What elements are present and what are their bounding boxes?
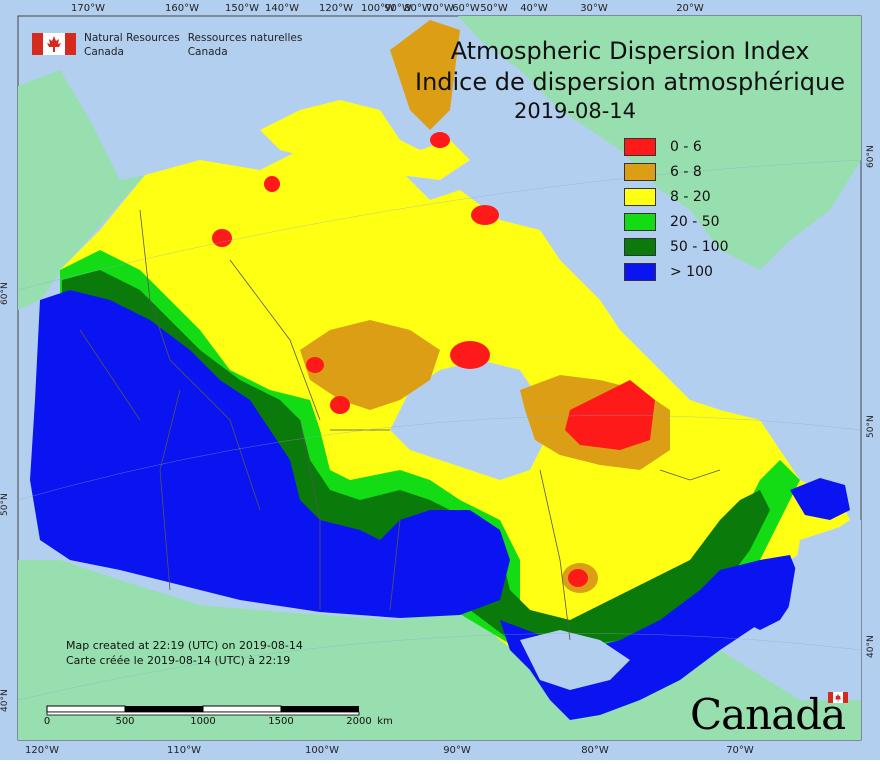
scale-bar-graphic <box>46 705 360 716</box>
legend-label: 6 - 8 <box>670 163 702 180</box>
region-arctic-islands <box>260 100 470 180</box>
right-tick-50: 50°N <box>866 415 876 438</box>
top-tick-40: 40°W <box>520 3 548 14</box>
top-tick-160: 160°W <box>165 3 199 14</box>
top-tick-170: 170°W <box>71 3 105 14</box>
legend-item: 0 - 6 <box>624 134 729 159</box>
scale-label-1500: 1500 <box>268 716 294 727</box>
scale-label-2000: 2000 <box>346 716 372 727</box>
region-red-ellesmere <box>430 132 450 148</box>
top-tick-70: 70°W <box>426 3 454 14</box>
canada-wordmark: Canada <box>690 690 846 739</box>
region-red-baffin2 <box>471 205 499 225</box>
hudson-bay <box>390 360 545 480</box>
top-tick-90: 90°W <box>384 3 412 14</box>
scale-label-500: 500 <box>115 716 135 727</box>
legend-swatch <box>624 162 656 181</box>
land-greenland <box>458 16 861 270</box>
scale-label-0: 0 <box>43 716 51 727</box>
atlantic-east <box>780 520 861 700</box>
left-tick-60: 60°N <box>0 282 10 305</box>
legend-label: 50 - 100 <box>670 238 729 255</box>
great-lakes <box>520 630 630 690</box>
bottom-tick-90: 90°W <box>443 745 471 756</box>
org-name-fr-line1: Ressources naturelles <box>187 32 303 44</box>
title-date: 2019-08-14 <box>513 99 637 123</box>
legend-swatch <box>624 262 656 281</box>
region-red-quebec <box>565 380 655 450</box>
legend-item: > 100 <box>624 259 729 284</box>
top-tick-150: 150°W <box>225 3 259 14</box>
created-en: Map created at 22:19 (UTC) on 2019-08-14 <box>66 639 303 652</box>
top-tick-100: 100°W <box>361 3 395 14</box>
top-tick-120: 120°W <box>319 3 353 14</box>
top-tick-20: 20°W <box>676 3 704 14</box>
bottom-tick-110: 110°W <box>167 745 201 756</box>
bottom-tick-120: 120°W <box>25 745 59 756</box>
legend-item: 8 - 20 <box>624 184 729 209</box>
right-tick-40: 40°N <box>866 635 876 658</box>
legend-swatch <box>624 212 656 231</box>
land-alaska <box>18 70 145 310</box>
created-fr: Carte créée le 2019-08-14 (UTC) à 22:19 <box>66 654 291 667</box>
legend-item: 6 - 8 <box>624 159 729 184</box>
top-tick-140: 140°W <box>265 3 299 14</box>
top-tick-50: 50°W <box>480 3 508 14</box>
region-blue-maritime <box>740 560 800 630</box>
bottom-tick-100: 100°W <box>305 745 339 756</box>
legend-item: 20 - 50 <box>624 209 729 234</box>
scale-label-unit: km <box>377 716 393 727</box>
top-tick-30: 30°W <box>580 3 608 14</box>
org-name-en-line1: Natural Resources <box>84 32 180 44</box>
region-red-baffin <box>450 341 490 369</box>
land-usa <box>18 560 861 740</box>
left-tick-40: 40°N <box>0 689 10 712</box>
legend-swatch <box>624 237 656 256</box>
region-red-ontario <box>568 569 588 587</box>
org-name-fr: Ressources naturelles Canada <box>188 31 303 59</box>
legend-swatch <box>624 137 656 156</box>
right-tick-60: 60°N <box>866 145 876 168</box>
canada-flag-icon <box>32 33 76 55</box>
region-blue-nfld <box>790 478 850 520</box>
bottom-tick-70: 70°W <box>726 745 754 756</box>
bottom-tick-80: 80°W <box>581 745 609 756</box>
region-blue-west <box>30 290 510 618</box>
graticule <box>17 159 862 701</box>
legend-label: 0 - 6 <box>670 138 702 155</box>
region-red-nw <box>330 396 350 414</box>
left-tick-50: 50°N <box>0 493 10 516</box>
scale-label-1000: 1000 <box>190 716 216 727</box>
region-red-north <box>212 229 232 247</box>
creation-info: Map created at 22:19 (UTC) on 2019-08-14… <box>66 638 303 668</box>
legend-swatch <box>624 187 656 206</box>
org-name-fr-line2: Canada <box>187 46 228 58</box>
canada-wordmark-flag-icon <box>828 692 848 703</box>
org-name-en-line2: Canada <box>84 46 124 58</box>
region-orange-central <box>300 320 440 410</box>
region-red-nw2 <box>306 357 324 373</box>
legend-item: 50 - 100 <box>624 234 729 259</box>
map-title: Atmospheric Dispersion Index Indice de d… <box>395 36 865 123</box>
top-tick-80: 80°W <box>404 3 432 14</box>
org-name-en: Natural Resources Canada <box>84 31 180 59</box>
region-red-arctic <box>264 176 280 192</box>
nrcan-header: Natural Resources Canada Ressources natu… <box>32 31 302 59</box>
legend-label: > 100 <box>670 263 713 280</box>
legend-label: 8 - 20 <box>670 188 711 205</box>
legend-label: 20 - 50 <box>670 213 720 230</box>
top-tick-60: 60°W <box>452 3 480 14</box>
province-boundaries <box>79 209 721 641</box>
region-ellesmere <box>390 20 460 130</box>
title-french: Indice de dispersion atmosphérique <box>414 68 846 96</box>
title-english: Atmospheric Dispersion Index <box>450 37 810 65</box>
legend: 0 - 6 6 - 8 8 - 20 20 - 50 50 - 100 > 100 <box>624 134 729 284</box>
